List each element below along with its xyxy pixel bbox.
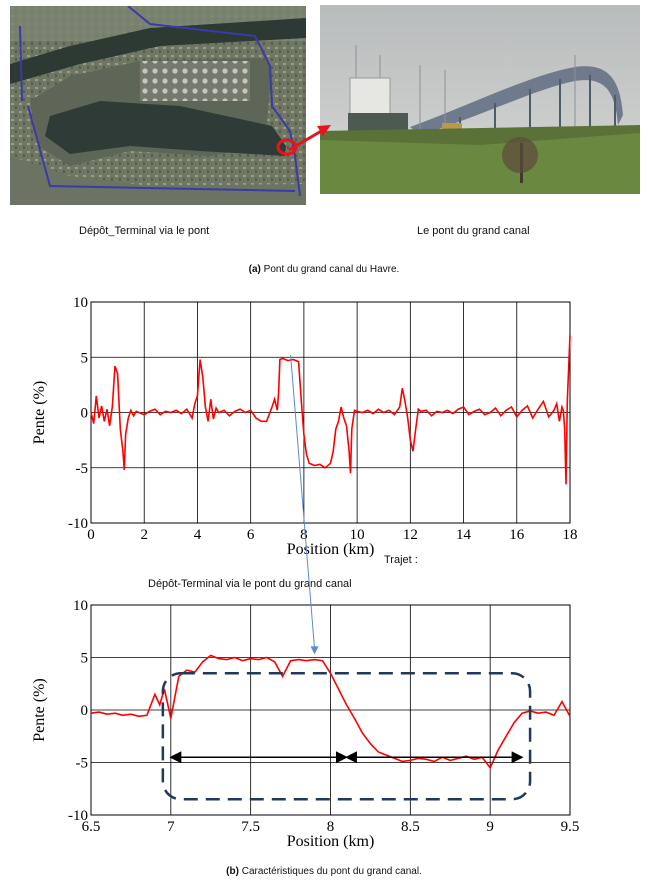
series-line [90,654,571,770]
x-tick-label: 9.5 [561,819,580,835]
figure-b-text: Caractéristiques du pont du grand canal. [238,866,422,877]
x-tick-label: 8 [327,819,335,835]
x-tick-label: 7.5 [241,819,260,835]
y-tick-label: -5 [76,461,89,477]
y-tick-label: 5 [81,651,89,667]
y-tick-label: 0 [81,703,89,719]
y-tick-label: 0 [81,406,89,422]
x-tick-label: 12 [403,527,418,543]
plot-frame [90,604,571,816]
trajet-label: Trajet : [384,554,418,566]
route-label: Dépôt-Terminal via le pont du grand cana… [148,578,352,590]
x-tick-label: 18 [563,527,578,543]
y-tick-label: 10 [73,295,88,311]
x-tick-label: 0 [87,527,95,543]
figure-b-label: (b) [226,866,239,877]
x-tick-label: 7 [167,819,175,835]
x-tick-label: 9 [486,819,494,835]
x-tick-label: 6 [247,527,255,543]
bridge-region-box [161,672,532,801]
y-tick-label: -10 [68,516,88,532]
series-line [90,335,571,485]
y-tick-label: -5 [76,756,89,772]
y-axis-label: Pente (%) [31,381,48,445]
y-tick-label: 10 [73,598,88,614]
x-axis-label: Position (km) [287,833,375,850]
photo-pointer-arrow [288,125,331,152]
x-tick-label: 2 [140,527,148,543]
y-axis-label: Pente (%) [31,678,48,742]
chart-bridge-zoom: 6.5 7 7.5 8 8.5 9 9.5 10 5 0 -5 -10 Position (km) Pen… [31,598,580,850]
x-tick-label: 4 [194,527,202,543]
y-tick-label: 5 [81,350,89,366]
x-tick-label: 14 [456,527,472,543]
bridge-photo [320,5,640,194]
x-tick-label: 6.5 [82,819,101,835]
figure-a-label: (a) [248,264,261,275]
left-photo-caption: Dépôt_Terminal via le pont [79,225,210,237]
x-tick-label: 10 [350,527,365,543]
figure-a-text: Pont du grand canal du Havre. [260,264,400,275]
y-tick-label: -10 [68,808,88,824]
right-photo-caption: Le pont du grand canal [417,225,530,237]
x-tick-label: 8.5 [401,819,420,835]
x-tick-label: 16 [509,527,525,543]
figure-a-caption: (a) Pont du grand canal du Havre. [0,264,648,275]
figure-b-caption: (b) Caractéristiques du pont du grand ca… [0,866,648,877]
satellite-map-photo [10,6,306,205]
x-axis-label: Position (km) [287,541,375,558]
